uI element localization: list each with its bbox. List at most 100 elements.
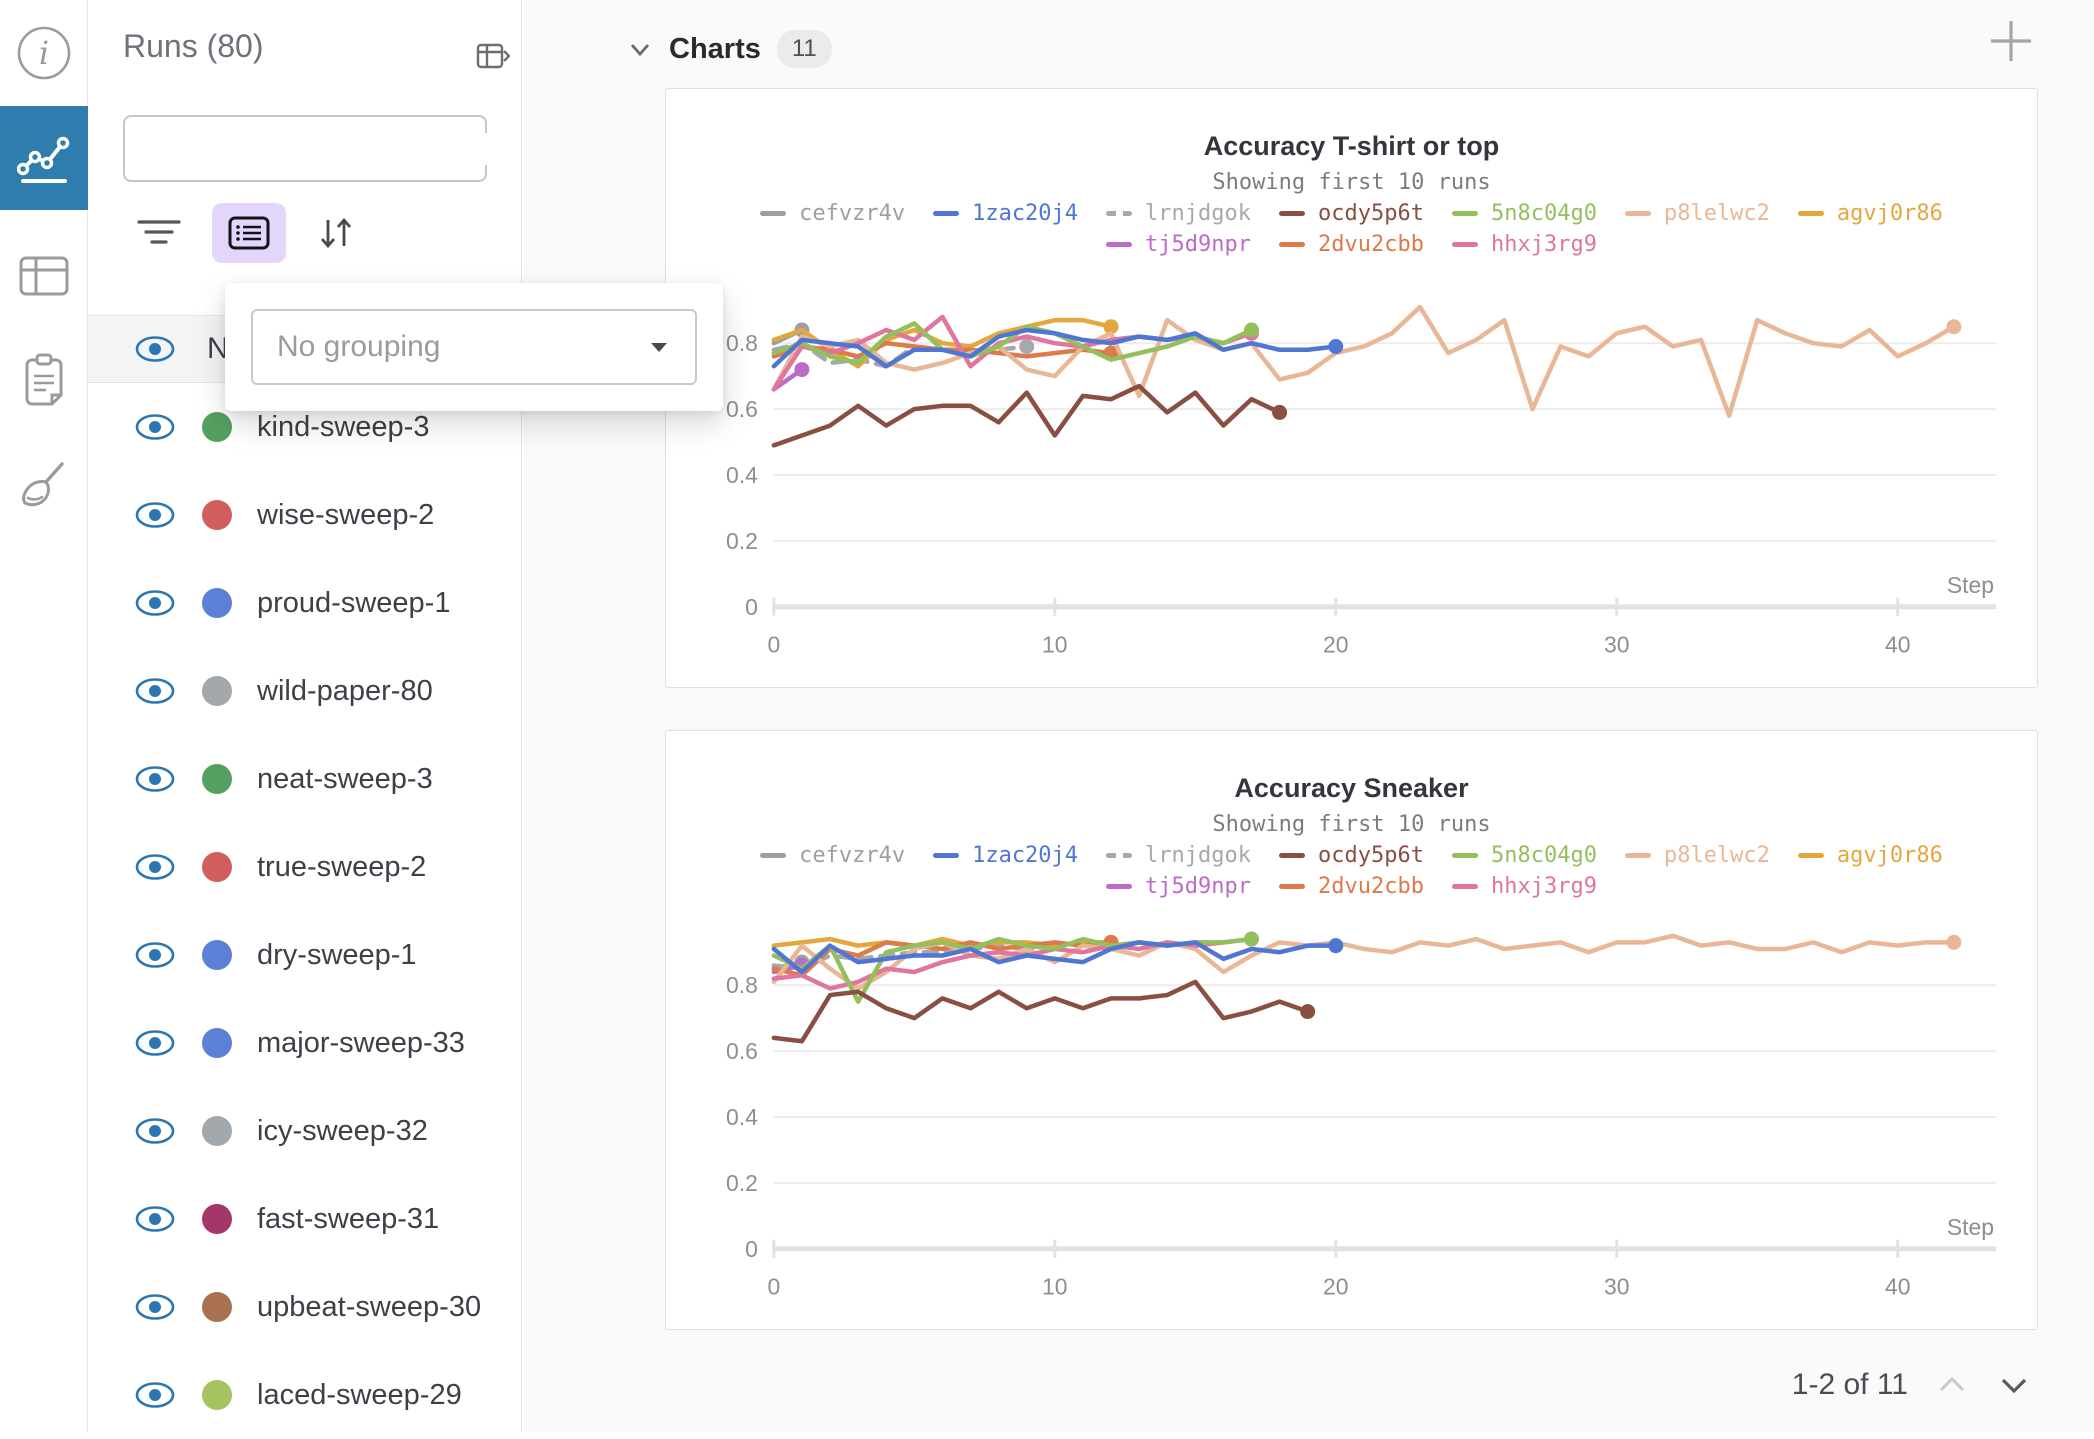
chevron-down-icon bbox=[630, 44, 650, 57]
eye-icon[interactable] bbox=[133, 1028, 177, 1058]
run-rows: kind-sweep-3 wise-sweep-2 proud-sweep-1 … bbox=[88, 383, 521, 1439]
run-row[interactable]: fast-sweep-31 bbox=[88, 1175, 521, 1263]
legend-entry[interactable]: lrnjdgok bbox=[1106, 201, 1251, 226]
eye-icon[interactable] bbox=[133, 940, 177, 970]
legend-entry[interactable]: agvj0r86 bbox=[1797, 843, 1943, 868]
sort-button[interactable] bbox=[316, 214, 356, 252]
run-row[interactable]: neat-sweep-3 bbox=[88, 735, 521, 823]
legend-entry[interactable]: p8lelwc2 bbox=[1624, 201, 1770, 226]
chart-card[interactable]: Accuracy Sneaker Showing first 10 runs c… bbox=[665, 730, 2038, 1330]
svg-text:Step: Step bbox=[1947, 572, 1994, 598]
run-row[interactable]: wise-sweep-2 bbox=[88, 471, 521, 559]
legend-entry[interactable]: tj5d9npr bbox=[1106, 874, 1251, 899]
eye-icon[interactable] bbox=[133, 500, 177, 530]
legend-swatch bbox=[1279, 884, 1306, 889]
run-row[interactable]: upbeat-sweep-30 bbox=[88, 1263, 521, 1351]
chart-legend: cefvzr4v 1zac20j4 lrnjdgok ocdy5p6t 5n8c04g0… bbox=[666, 843, 2037, 899]
svg-text:30: 30 bbox=[1604, 632, 1630, 658]
legend-entry[interactable]: 1zac20j4 bbox=[933, 201, 1078, 226]
run-row[interactable]: true-sweep-2 bbox=[88, 823, 521, 911]
legend-swatch bbox=[1797, 211, 1824, 216]
legend-entry[interactable]: agvj0r86 bbox=[1797, 201, 1943, 226]
pagination-next-button[interactable] bbox=[1996, 1368, 2032, 1402]
run-color-dot bbox=[202, 676, 232, 706]
workspace-charts-tab[interactable] bbox=[0, 106, 88, 210]
run-name: fast-sweep-31 bbox=[257, 1202, 440, 1235]
eye-icon[interactable] bbox=[133, 764, 177, 794]
clipboard-icon bbox=[25, 353, 62, 406]
run-color-dot bbox=[202, 1028, 232, 1058]
legend-swatch bbox=[760, 853, 787, 858]
info-button[interactable]: i bbox=[0, 0, 88, 106]
eye-icon[interactable] bbox=[133, 1204, 177, 1234]
group-runs-button[interactable] bbox=[212, 203, 286, 263]
add-panel-button[interactable] bbox=[1986, 16, 2036, 71]
run-color-dot bbox=[202, 1292, 232, 1322]
legend-entry[interactable]: hhxj3rg9 bbox=[1451, 232, 1597, 257]
svg-text:0: 0 bbox=[745, 1236, 758, 1262]
legend-entry[interactable]: cefvzr4v bbox=[760, 843, 905, 868]
eye-icon[interactable] bbox=[133, 334, 177, 364]
run-row[interactable]: proud-sweep-1 bbox=[88, 559, 521, 647]
eye-icon[interactable] bbox=[133, 1292, 177, 1322]
legend-entry[interactable]: tj5d9npr bbox=[1106, 232, 1251, 257]
run-row[interactable]: major-sweep-33 bbox=[88, 999, 521, 1087]
legend-entry[interactable]: 1zac20j4 bbox=[933, 843, 1078, 868]
legend-entry[interactable]: 5n8c04g0 bbox=[1451, 843, 1597, 868]
legend-label: tj5d9npr bbox=[1145, 874, 1252, 899]
legend-entry[interactable]: ocdy5p6t bbox=[1279, 843, 1424, 868]
legend-swatch bbox=[760, 211, 787, 216]
expand-run-table-button[interactable] bbox=[476, 40, 510, 74]
legend-swatch bbox=[933, 211, 960, 216]
pagination-prev-button[interactable] bbox=[1934, 1368, 1970, 1402]
chart-plot[interactable]: 0 0.2 0.4 0.6 0.8 0 10 20 30 40 Step bbox=[666, 277, 2037, 677]
grouping-dropdown[interactable]: No grouping bbox=[251, 309, 697, 385]
run-row[interactable]: dry-sweep-1 bbox=[88, 911, 521, 999]
legend-entry[interactable]: 5n8c04g0 bbox=[1451, 201, 1597, 226]
svg-text:30: 30 bbox=[1604, 1274, 1630, 1300]
legend-entry[interactable]: 2dvu2cbb bbox=[1279, 874, 1424, 899]
filter-button[interactable] bbox=[136, 217, 182, 249]
chart-card[interactable]: Accuracy T-shirt or top Showing first 10… bbox=[665, 88, 2038, 688]
chart-plot[interactable]: 0 0.2 0.4 0.6 0.8 0 10 20 30 40 Step bbox=[666, 919, 2037, 1319]
run-table-tab[interactable] bbox=[0, 228, 88, 324]
eye-icon[interactable] bbox=[133, 1116, 177, 1146]
legend-row: tj5d9npr 2dvu2cbb hhxj3rg9 bbox=[1106, 232, 1597, 257]
svg-text:Step: Step bbox=[1947, 1214, 1994, 1240]
eye-icon[interactable] bbox=[133, 852, 177, 882]
sweeps-tab[interactable] bbox=[0, 436, 88, 532]
eye-icon[interactable] bbox=[133, 676, 177, 706]
eye-icon[interactable] bbox=[133, 588, 177, 618]
runs-title: Runs (80) bbox=[123, 28, 264, 64]
notes-tab[interactable] bbox=[0, 332, 88, 428]
legend-entry[interactable]: lrnjdgok bbox=[1106, 843, 1251, 868]
run-row[interactable]: wild-paper-80 bbox=[88, 647, 521, 735]
svg-text:0.6: 0.6 bbox=[726, 396, 758, 422]
legend-entry[interactable]: hhxj3rg9 bbox=[1451, 874, 1597, 899]
run-name: major-sweep-33 bbox=[257, 1026, 465, 1059]
group-list-icon bbox=[228, 216, 270, 250]
run-row[interactable]: laced-sweep-29 bbox=[88, 1351, 521, 1439]
legend-label: p8lelwc2 bbox=[1663, 843, 1770, 868]
svg-text:0.6: 0.6 bbox=[726, 1038, 758, 1064]
chart-legend: cefvzr4v 1zac20j4 lrnjdgok ocdy5p6t 5n8c04g0… bbox=[666, 201, 2037, 257]
eye-icon[interactable] bbox=[133, 1380, 177, 1410]
legend-entry[interactable]: p8lelwc2 bbox=[1624, 843, 1770, 868]
legend-entry[interactable]: cefvzr4v bbox=[760, 201, 905, 226]
charts-section-header[interactable]: Charts 11 bbox=[627, 30, 832, 68]
svg-text:10: 10 bbox=[1042, 632, 1068, 658]
svg-text:0.8: 0.8 bbox=[726, 972, 758, 998]
run-name: neat-sweep-3 bbox=[257, 762, 433, 795]
legend-entry[interactable]: 2dvu2cbb bbox=[1279, 232, 1424, 257]
legend-swatch bbox=[1106, 242, 1133, 247]
run-row[interactable]: icy-sweep-32 bbox=[88, 1087, 521, 1175]
run-color-dot bbox=[202, 1380, 232, 1410]
search-input[interactable] bbox=[153, 132, 514, 165]
run-search-box[interactable] bbox=[123, 115, 514, 182]
eye-icon[interactable] bbox=[133, 412, 177, 442]
legend-swatch bbox=[1624, 853, 1651, 858]
run-row[interactable]: kind-sweep-3 bbox=[88, 383, 521, 471]
legend-entry[interactable]: ocdy5p6t bbox=[1279, 201, 1424, 226]
chevron-down-icon bbox=[651, 343, 667, 352]
svg-text:i: i bbox=[38, 34, 48, 72]
